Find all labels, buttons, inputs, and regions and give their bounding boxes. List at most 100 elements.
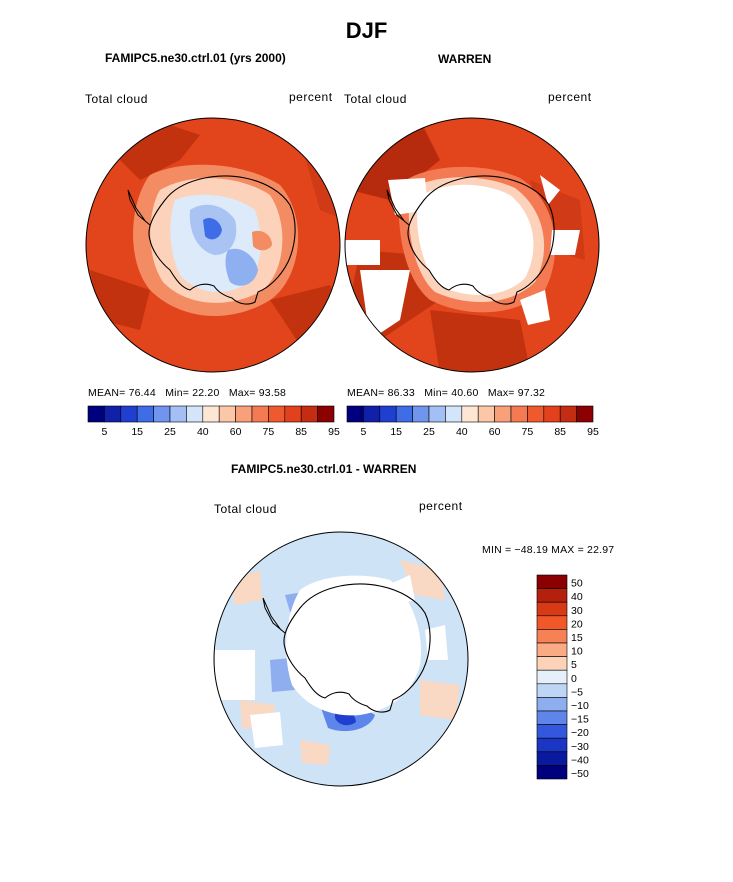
colorbar-difference-tick-label: −5 [571,686,583,698]
colorbar-obs-swatch [412,405,430,423]
map-difference [214,532,468,786]
units-label-model: percent [289,90,333,104]
colorbar-difference-swatch [536,724,568,739]
colorbar-difference-swatch [536,765,568,780]
colorbar-difference-swatch [536,588,568,603]
colorbar-obs-swatch [527,405,545,423]
colorbar-obs-tick-label: 95 [587,426,599,438]
colorbar-difference-tick-label: 40 [571,591,583,603]
colorbar-obs-swatch [395,405,413,423]
map-difference-border [213,531,469,787]
colorbar-model-swatch [202,405,220,423]
colorbar-obs-swatch [543,405,561,423]
colorbar-obs-tick-label: 85 [554,426,566,438]
colorbar-obs-swatch [428,405,446,423]
colorbar-obs-swatch [576,405,594,423]
colorbar-difference-tick-label: 0 [571,673,577,685]
colorbar-difference-swatch [536,751,568,766]
colorbar-model-tick-label: 95 [328,426,340,438]
colorbar-obs-swatch [477,405,495,423]
colorbar-obs-tick-label: 5 [360,426,366,438]
colorbar-difference-swatch [536,697,568,712]
colorbar-difference-tick-label: 50 [571,578,583,590]
colorbar-model-swatch [169,405,187,423]
colorbar-difference-swatch [536,615,568,630]
colorbar-obs-tick-label: 40 [456,426,468,438]
stats-model-mean: 76.44 [128,387,156,399]
colorbar-difference-swatch [536,669,568,685]
colorbar-difference-swatch [536,737,568,753]
colorbar-difference-swatch [536,656,568,671]
panel-title-model: FAMIPC5.ne30.ctrl.01 (yrs 2000) [105,51,286,65]
colorbar-difference-tick-label: −10 [571,700,589,712]
colorbar-model-swatch [186,405,204,423]
map-model-border [85,117,341,373]
colorbar-obs-tick-label: 60 [489,426,501,438]
colorbar-difference-tick-label: 30 [571,605,583,617]
stats-model-min-label: Min= [165,387,190,399]
colorbar-difference-tick-label: 10 [571,646,583,658]
colorbar-difference-tick-label: −20 [571,727,589,739]
stats-model-min: 22.20 [192,387,220,399]
colorbar-obs: 5 15 25 40 60 75 85 95 [346,405,599,438]
colorbar-model-swatch [284,405,302,423]
variable-label-obs: Total cloud [344,92,407,106]
colorbar-model-swatch [300,405,318,423]
units-label-obs: percent [548,90,592,104]
colorbar-difference-tick-label: 5 [571,659,577,671]
colorbar-difference-swatch [536,574,568,589]
colorbar-difference-swatch [536,629,568,644]
colorbar-model-swatch [218,405,236,423]
variable-label-model: Total cloud [85,92,148,106]
colorbar-difference-tick-label: 15 [571,632,583,644]
panel-title-obs: WARREN [438,52,492,66]
colorbar-model-tick-label: 40 [197,426,209,438]
stats-model-max: 93.58 [258,387,287,399]
difference-minmax: MIN = −48.19 MAX = 22.97 [482,544,615,556]
colorbar-difference-tick-label: −50 [571,768,589,780]
colorbar-model-swatch [317,405,335,423]
variable-label-difference: Total cloud [214,502,277,516]
colorbar-model-tick-label: 85 [295,426,307,438]
colorbar-model-swatch [120,405,138,423]
colorbar-difference-tick-label: −30 [571,741,589,753]
colorbar-obs-swatch [363,405,381,423]
colorbar-model-swatch [251,405,269,423]
colorbar-difference-tick-label: 20 [571,618,583,630]
stats-model-max-label: Max= [228,387,256,399]
colorbar-obs-swatch [461,405,479,423]
colorbar-obs-swatch [494,405,512,423]
stats-obs-max: 97.32 [517,387,546,399]
colorbar-model-swatch [235,405,253,423]
colorbar-model-swatch [136,405,154,423]
colorbar-obs-tick-label: 15 [390,426,402,438]
stats-obs-mean: 86.33 [387,387,415,399]
colorbar-model-tick-label: 60 [230,426,242,438]
colorbar-model-swatch [104,405,122,423]
colorbar-model: 5 15 25 40 60 75 85 95 [87,405,340,438]
colorbar-obs-swatch [559,405,577,423]
colorbar-obs-swatch [510,405,528,423]
colorbar-difference-swatch [536,642,568,657]
difference-title: FAMIPC5.ne30.ctrl.01 - WARREN [231,462,417,476]
colorbar-difference-tick-label: −15 [571,714,589,726]
stats-obs-min: 40.60 [451,387,479,399]
units-label-difference: percent [419,499,463,513]
colorbar-obs-tick-label: 75 [522,426,534,438]
colorbar-model-swatch [153,405,171,423]
colorbar-difference-swatch [536,601,568,617]
colorbar-model-swatch [268,405,286,423]
stats-obs-min-label: Min= [424,387,449,399]
colorbar-difference-tick-label: −40 [571,754,589,766]
map-obs-border [344,117,600,373]
colorbar-obs-swatch [379,405,397,423]
stats-model: MEAN= 76.44 Min= 22.20 Max= 93.58 [88,387,286,399]
stats-obs-max-label: Max= [487,387,515,399]
colorbar-obs-swatch [445,405,463,423]
stats-obs-mean-label: MEAN= [347,387,385,399]
colorbar-difference-swatch [536,683,568,698]
colorbar-model-swatch [87,405,105,423]
colorbar-model-tick-label: 15 [131,426,143,438]
